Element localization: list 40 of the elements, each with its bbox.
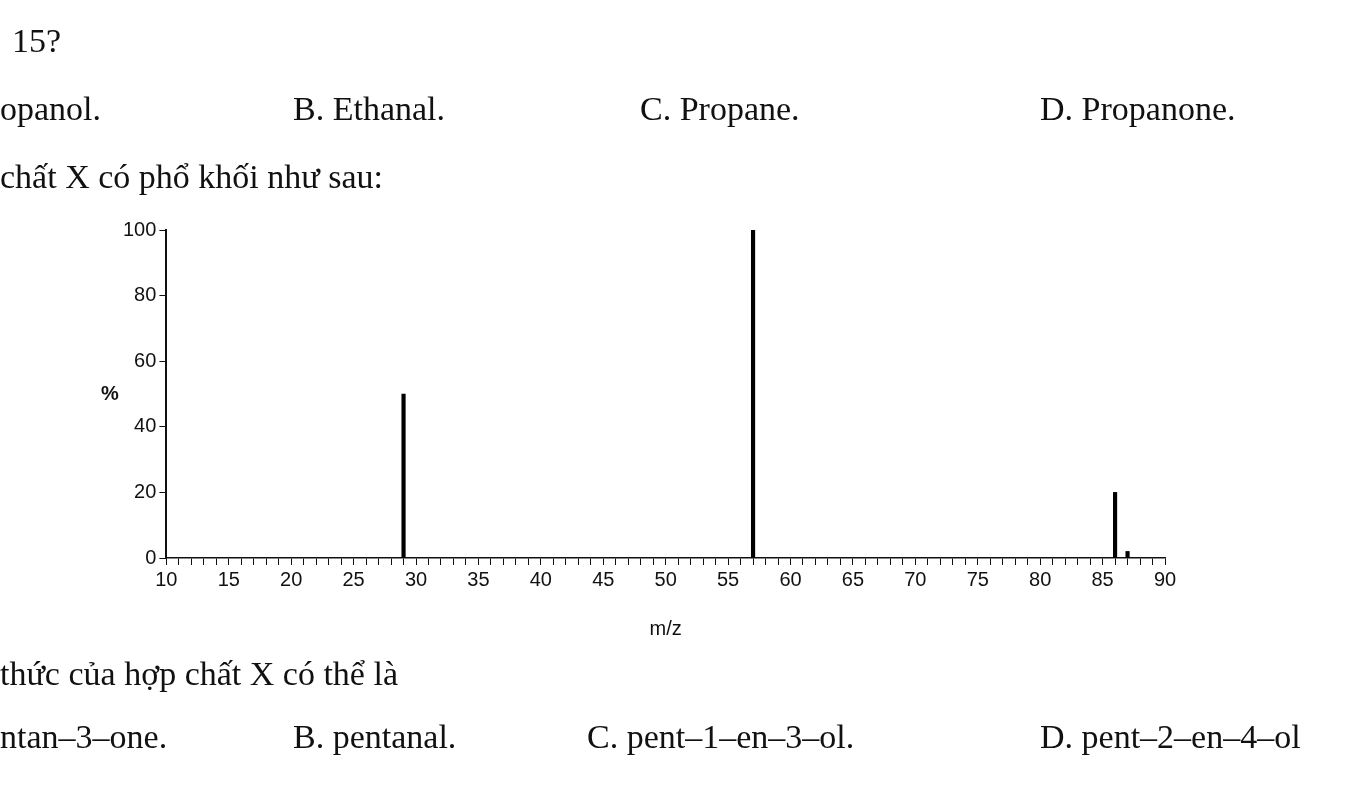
text: C. pent–1–en–3–ol. <box>587 718 855 756</box>
text: D. pent–2–en–4–ol <box>1040 718 1301 756</box>
y-tick-label: 40 <box>134 414 157 437</box>
y-tick-label: 100 <box>122 217 157 240</box>
x-tick-label: 20 <box>280 567 303 590</box>
text: opanol. <box>0 90 102 128</box>
bar <box>1125 551 1130 558</box>
x-tick-label: 60 <box>779 567 802 590</box>
x-tick-label: 25 <box>342 567 365 590</box>
text: C. Propane. <box>640 90 800 128</box>
text: 15? <box>12 22 62 60</box>
text: ntan–3–one. <box>0 718 168 756</box>
text: D. Propanone. <box>1040 90 1236 128</box>
x-tick-label: 65 <box>841 567 865 590</box>
y-tick-label: 60 <box>134 348 157 371</box>
bar <box>1112 492 1118 558</box>
text: B. Ethanal. <box>293 90 446 128</box>
y-tick-label: 80 <box>134 283 157 306</box>
bar <box>401 393 406 558</box>
x-tick-label: 90 <box>1153 567 1177 590</box>
x-tick-label: 40 <box>529 567 552 590</box>
x-tick-label: 55 <box>716 567 740 590</box>
x-tick-label: 45 <box>592 567 615 590</box>
text: chất X có phổ khối như sau: <box>0 158 383 196</box>
x-tick-label: 15 <box>217 567 240 590</box>
x-tick-label: 70 <box>904 567 927 590</box>
x-tick-label: 10 <box>155 567 178 590</box>
text: B. pentanal. <box>293 718 457 756</box>
x-tick-label: 80 <box>1029 567 1052 590</box>
y-axis-title: % <box>101 381 120 404</box>
x-axis-title: m/z <box>649 616 682 639</box>
text: thức của hợp chất X có thể là <box>0 655 398 693</box>
x-tick-label: 85 <box>1091 567 1114 590</box>
y-tick-label: 0 <box>145 545 157 568</box>
x-tick-label: 50 <box>654 567 677 590</box>
x-tick-label: 35 <box>467 567 490 590</box>
bar <box>750 230 756 558</box>
x-tick-label: 30 <box>404 567 428 590</box>
y-tick-label: 20 <box>134 479 157 502</box>
x-tick-label: 75 <box>966 567 989 590</box>
